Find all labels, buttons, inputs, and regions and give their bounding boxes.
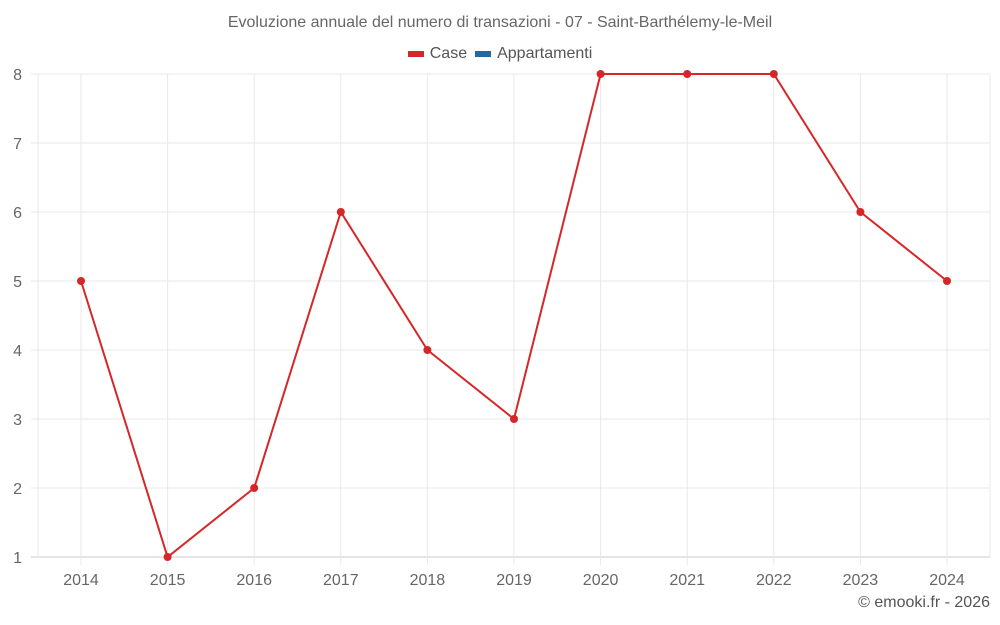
gridlines	[31, 73, 991, 565]
y-tick-label: 1	[13, 550, 22, 567]
data-point[interactable]	[510, 415, 518, 423]
legend-label-appartamenti: Appartamenti	[497, 45, 593, 62]
series-case	[77, 70, 951, 561]
chart-legend: Case Appartamenti	[0, 45, 1000, 63]
chart-title: Evoluzione annuale del numero di transaz…	[227, 14, 773, 31]
x-tick-label: 2018	[410, 572, 446, 589]
legend-item-case[interactable]: Case	[407, 45, 468, 63]
legend-swatch-case	[407, 51, 424, 57]
x-tick-label: 2024	[929, 572, 965, 589]
x-tick-label: 2014	[63, 572, 99, 589]
y-tick-label: 2	[13, 481, 22, 498]
x-tick-label: 2019	[496, 572, 532, 589]
data-point[interactable]	[77, 277, 85, 285]
x-axis: 2014 2015 2016 2017 2018 2019 2020 2021 2022 2023…	[63, 572, 965, 589]
y-tick-label: 8	[13, 67, 22, 84]
data-point[interactable]	[423, 346, 432, 354]
data-point[interactable]	[856, 208, 865, 216]
x-tick-label: 2020	[583, 572, 619, 589]
y-tick-label: 5	[13, 274, 22, 291]
legend-item-appartamenti[interactable]: Appartamenti	[475, 45, 592, 63]
legend-swatch-appartamenti	[475, 51, 492, 57]
data-point[interactable]	[596, 70, 605, 78]
y-tick-label: 7	[13, 136, 22, 153]
x-tick-label: 2023	[843, 572, 879, 589]
x-tick-label: 2015	[150, 572, 186, 589]
data-point[interactable]	[250, 484, 259, 492]
data-point[interactable]	[336, 208, 345, 216]
x-tick-label: 2021	[669, 572, 705, 589]
x-tick-label: 2022	[756, 572, 792, 589]
y-tick-label: 4	[13, 343, 22, 360]
x-tick-label: 2017	[323, 572, 359, 589]
y-axis: 1 2 3 4 5 6 7 8	[13, 67, 22, 567]
x-tick-label: 2016	[236, 572, 272, 589]
copyright-credit: © emooki.fr - 2026	[858, 594, 990, 611]
y-tick-label: 3	[13, 412, 22, 429]
data-point[interactable]	[943, 277, 951, 285]
data-point[interactable]	[163, 553, 172, 561]
y-tick-label: 6	[13, 205, 22, 222]
data-point[interactable]	[683, 70, 692, 78]
data-point[interactable]	[769, 70, 778, 78]
legend-label-case: Case	[429, 45, 468, 62]
